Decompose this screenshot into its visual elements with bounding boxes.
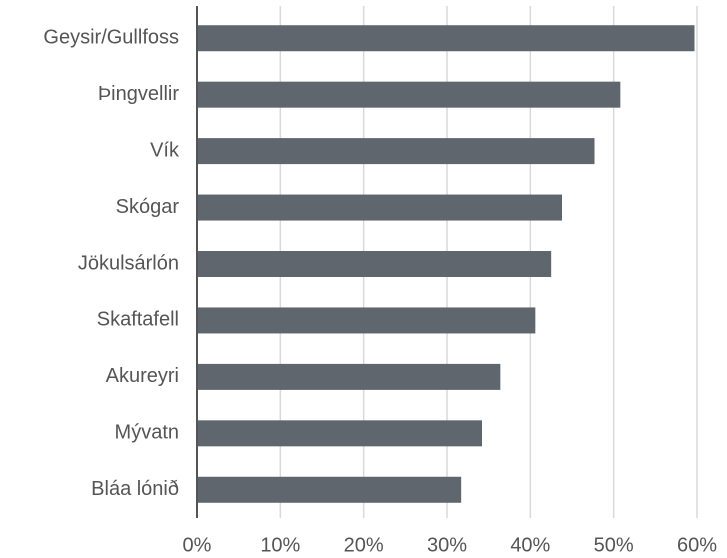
bar	[197, 138, 595, 165]
bar	[197, 476, 462, 503]
x-tick-label: 30%	[427, 534, 467, 556]
x-tick-label: 40%	[510, 534, 550, 556]
bar	[197, 420, 482, 447]
x-tick-label: 50%	[594, 534, 634, 556]
x-tick-label: 60%	[677, 534, 717, 556]
bar	[197, 251, 552, 277]
y-tick-label: Jökulsárlón	[78, 252, 179, 274]
y-tick-label: Skaftafell	[97, 309, 179, 331]
y-tick-label: Akureyri	[106, 365, 179, 387]
x-tick-label: 10%	[260, 534, 300, 556]
y-tick-label: Mývatn	[115, 422, 179, 444]
y-tick-label: Skógar	[116, 196, 180, 218]
bar	[197, 194, 562, 221]
y-tick-label: Bláa lónið	[91, 478, 179, 500]
x-tick-label: 0%	[183, 534, 212, 556]
x-tick-label: 20%	[344, 534, 384, 556]
bar	[197, 25, 695, 52]
y-tick-label: Geysir/Gullfoss	[43, 27, 179, 49]
y-tick-label: Vík	[150, 139, 180, 161]
bar	[197, 363, 501, 390]
bar	[197, 81, 621, 108]
bar	[197, 307, 536, 334]
y-tick-label: Þingvellir	[98, 83, 179, 105]
